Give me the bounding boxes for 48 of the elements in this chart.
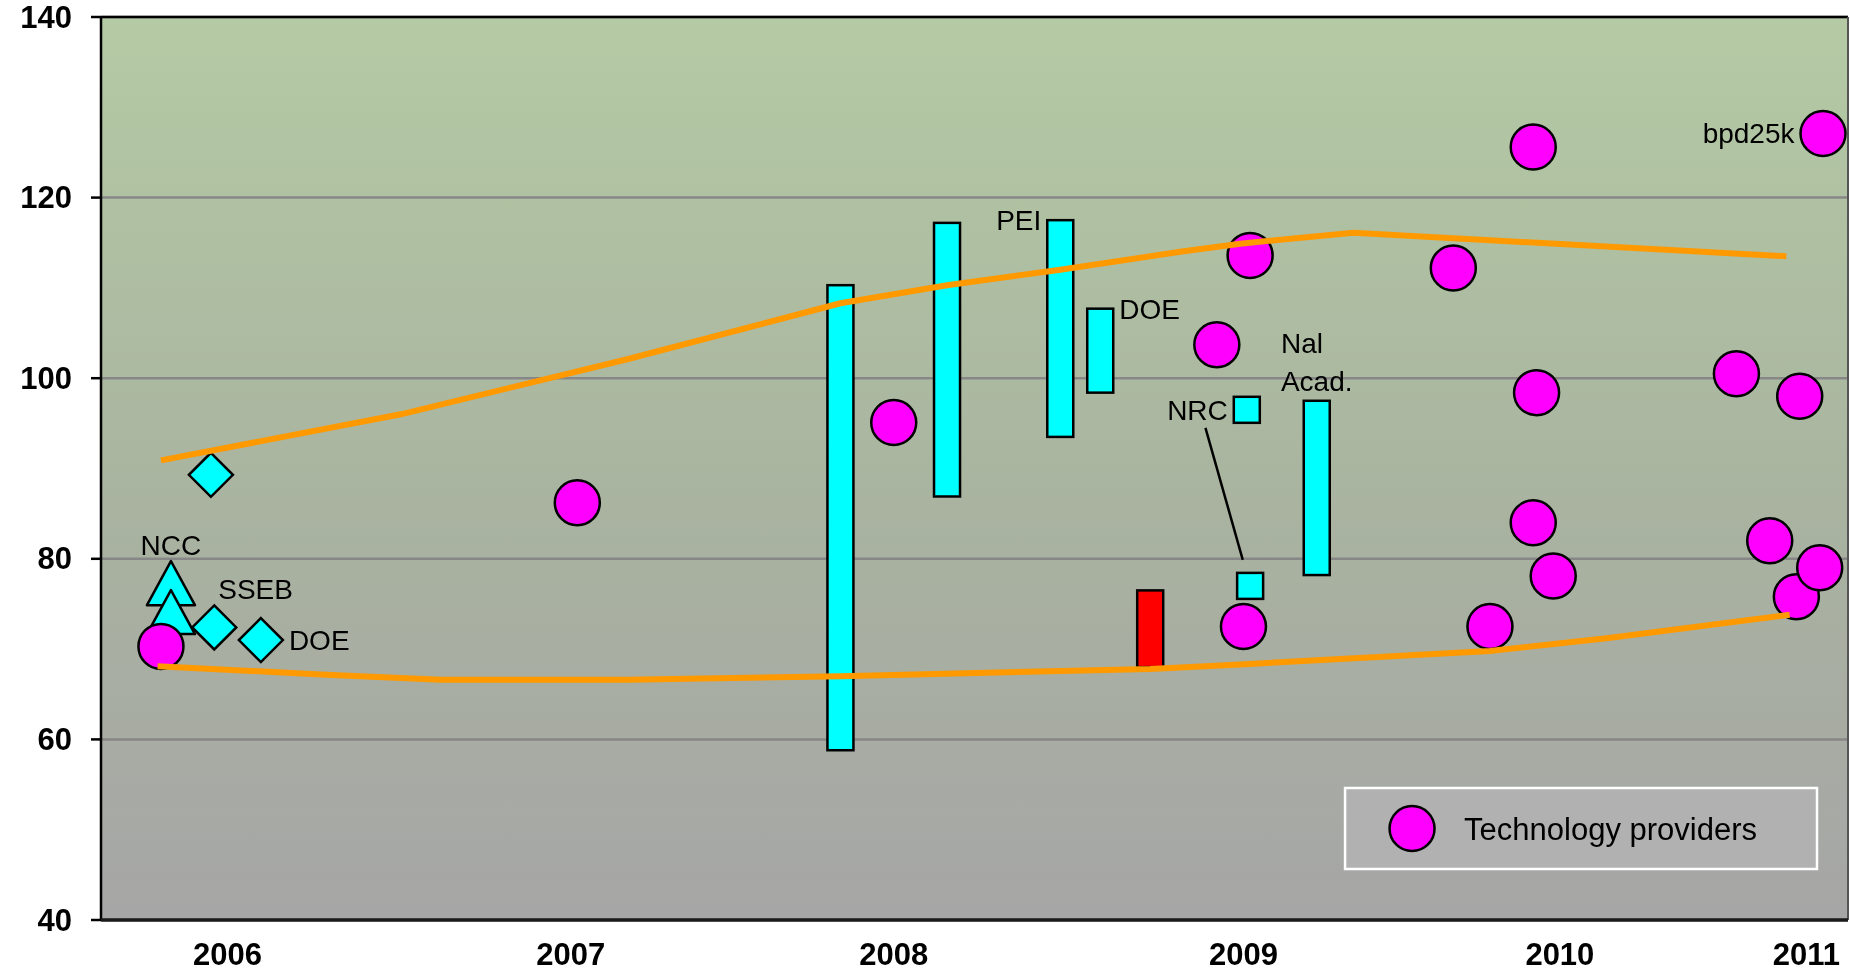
point (1745, 516, 1794, 565)
x-tick-label: 2006 (193, 936, 263, 972)
point (553, 479, 602, 527)
y-tick-label: 120 (20, 180, 72, 216)
point (1429, 244, 1478, 292)
annotation: NCC (140, 529, 202, 561)
point (1795, 544, 1844, 592)
y-tick-label: 140 (20, 0, 72, 35)
x-tick-label: 2010 (1525, 936, 1595, 972)
bar (932, 221, 962, 498)
point (1509, 498, 1557, 547)
point (1712, 349, 1761, 398)
point (137, 622, 185, 671)
point (1799, 109, 1847, 158)
legend-label: Technology providers (1464, 811, 1758, 846)
x-tick-label: 2007 (536, 936, 606, 972)
annotation: SSEB (218, 573, 293, 605)
annotation: Nal Acad. (1280, 327, 1353, 397)
bar (1135, 589, 1165, 669)
point (237, 616, 285, 664)
bar (1046, 218, 1075, 439)
point (1512, 368, 1561, 417)
y-tick-label: 100 (20, 360, 72, 396)
point (1529, 552, 1577, 600)
annotation: NRC (1167, 394, 1228, 426)
point (1466, 602, 1514, 651)
annotation: PEI (996, 204, 1042, 236)
point (1193, 321, 1241, 369)
x-tick-label: 2009 (1208, 936, 1278, 972)
point (1775, 372, 1824, 421)
y-tick-label: 40 (37, 902, 72, 938)
bar (826, 283, 855, 752)
y-tick-label: 60 (37, 721, 72, 757)
point (1235, 571, 1265, 601)
annotation: bpd25k (1702, 117, 1796, 149)
annotation: DOE (1119, 293, 1180, 325)
point (1509, 123, 1557, 171)
x-tick-label: 2011 (1772, 936, 1840, 972)
x-tick-label: 2008 (859, 936, 929, 972)
bar (1302, 399, 1331, 577)
y-tick-label: 80 (37, 541, 72, 577)
bar (1085, 307, 1115, 394)
point (1219, 602, 1268, 651)
point (191, 604, 238, 651)
point (869, 398, 918, 447)
annotation: DOE (288, 624, 350, 656)
point (187, 451, 235, 499)
point (1232, 395, 1262, 425)
